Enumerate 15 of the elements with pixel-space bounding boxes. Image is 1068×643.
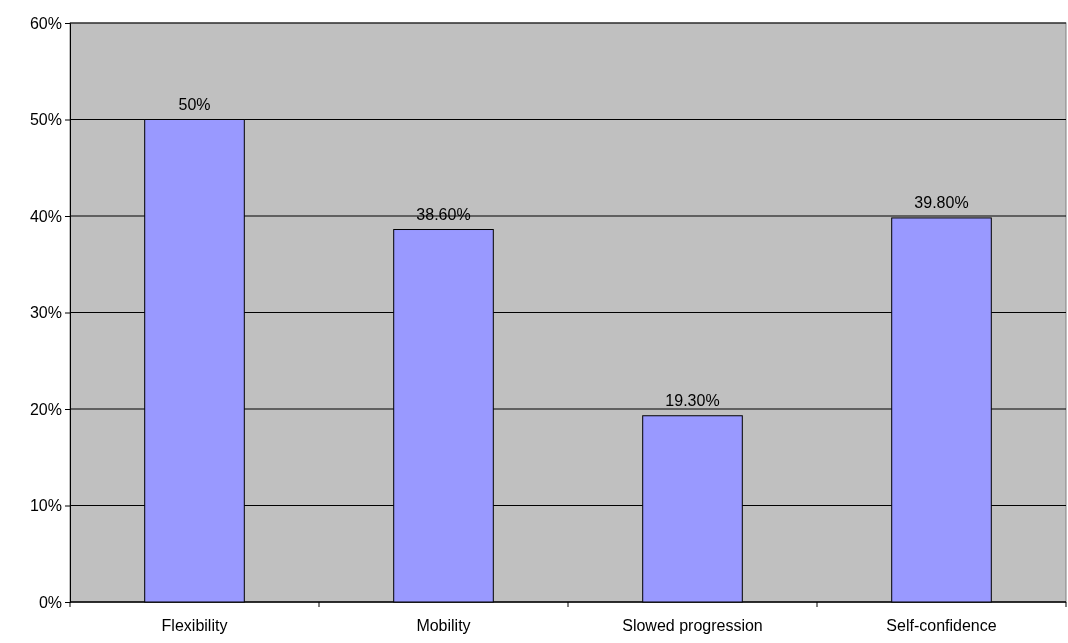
y-tick-label: 40% (29, 207, 62, 225)
y-tick-label: 10% (29, 497, 62, 515)
x-tick-label: Flexibility (161, 617, 228, 634)
y-tick-label: 60% (29, 14, 62, 32)
data-label: 50% (178, 95, 211, 113)
x-tick-label: Slowed progression (622, 617, 763, 634)
x-tick-label: Self-confidence (886, 617, 997, 634)
data-label: 39.80% (914, 193, 969, 211)
data-label: 19.30% (665, 391, 720, 409)
y-tick-label: 50% (29, 111, 62, 129)
y-tick-label: 20% (29, 400, 62, 418)
y-tick-label: 30% (29, 304, 62, 322)
data-label: 38.60% (416, 205, 471, 223)
y-tick-label: 0% (38, 593, 62, 611)
x-tick-label: Mobility (416, 617, 471, 634)
